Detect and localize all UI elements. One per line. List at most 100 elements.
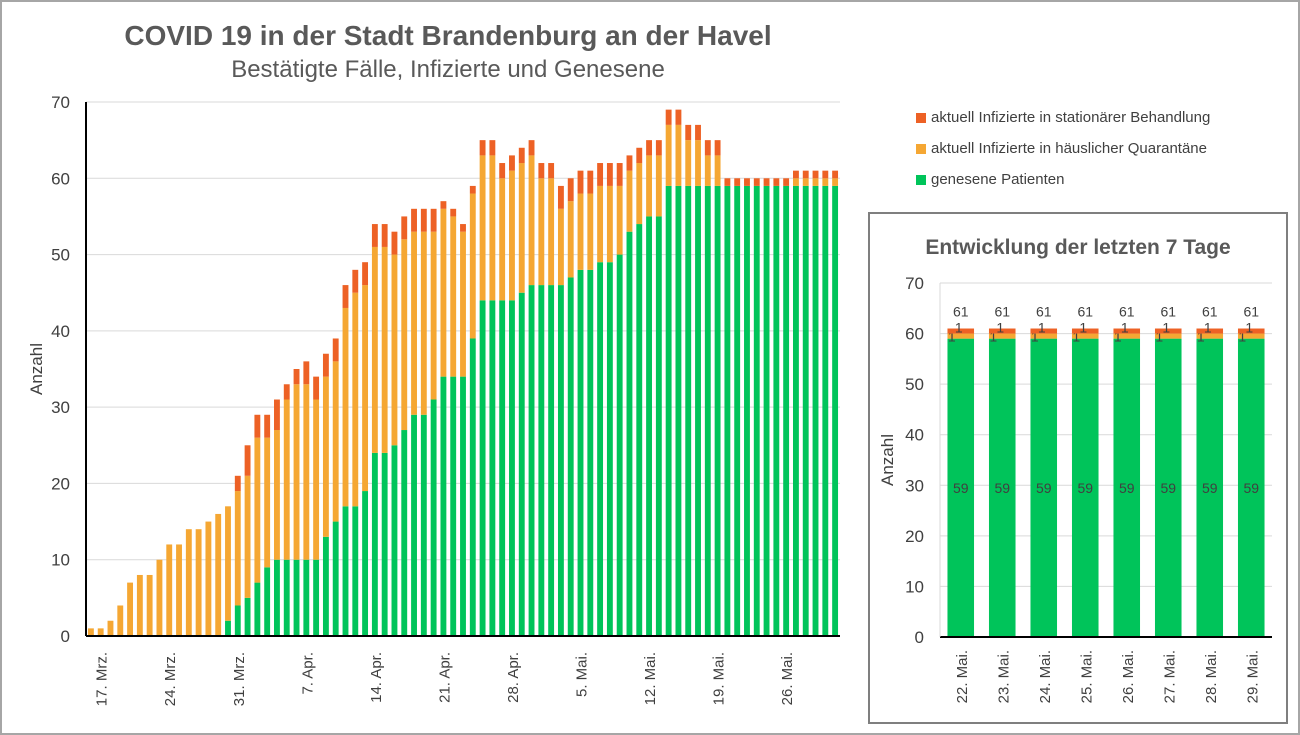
- bar-segment-quarantine: [322, 376, 329, 537]
- bar-segment-recovered: [225, 620, 231, 636]
- bar-segment-quarantine: [460, 231, 466, 377]
- bar-segment-quarantine: [215, 513, 222, 636]
- bar-segment-quarantine: [646, 155, 652, 217]
- bar-segment-quarantine: [450, 216, 457, 377]
- legend-item-quarantine: aktuell Infizierte in häuslicher Quarant…: [916, 133, 1210, 164]
- bar-segment-quarantine: [518, 163, 525, 293]
- bar-segment-quarantine: [313, 399, 320, 560]
- bar-segment-recovered: [420, 414, 427, 636]
- bar-segment-hospital: [313, 376, 320, 400]
- bar-segment-hospital: [626, 155, 633, 171]
- bar-segment-hospital: [655, 140, 662, 156]
- bar-segment-quarantine: [685, 140, 692, 186]
- bar-segment-hospital: [548, 163, 555, 179]
- bar-segment-quarantine: [440, 208, 447, 377]
- legend-swatch-hospital: [916, 112, 926, 123]
- x-tick-label: 14. Apr.: [368, 652, 385, 703]
- bar-segment-recovered: [411, 414, 417, 636]
- bar-segment-quarantine: [567, 201, 574, 278]
- bar-segment-hospital: [704, 140, 711, 156]
- y-tick-label: 0: [61, 627, 70, 646]
- bar-segment-recovered: [332, 521, 339, 636]
- bar-segment-hospital: [440, 201, 447, 209]
- bar-segment-hospital: [430, 208, 437, 232]
- bar-segment-recovered: [626, 231, 633, 636]
- bar-segment-recovered: [489, 300, 496, 636]
- main-chart-subtitle: Bestätigte Fälle, Infizierte und Genesen…: [231, 56, 665, 83]
- bar-segment-hospital: [371, 224, 378, 247]
- bar-segment-hospital: [587, 170, 594, 194]
- bar-segment-recovered: [234, 605, 241, 636]
- bar-segment-recovered: [342, 506, 349, 636]
- bar-segment-quarantine: [704, 155, 711, 186]
- bar-segment-recovered: [685, 185, 692, 636]
- bar-segment-hospital: [783, 178, 790, 186]
- x-tick-label: 17. Mrz.: [94, 652, 111, 706]
- bar-segment-recovered: [567, 277, 574, 636]
- x-tick-label: 31. Mrz.: [231, 652, 248, 706]
- y-tick-label: 10: [51, 551, 70, 570]
- bar-segment-quarantine: [87, 628, 94, 636]
- bar-segment-quarantine: [802, 178, 809, 186]
- bar-segment-recovered: [283, 559, 290, 636]
- y-tick-label: 50: [51, 246, 70, 265]
- bar-segment-quarantine: [166, 544, 173, 636]
- bar-segment-hospital: [695, 124, 701, 141]
- bar-segment-recovered: [724, 185, 731, 636]
- bar-segment-quarantine: [185, 529, 192, 636]
- bar-segment-quarantine: [293, 384, 300, 560]
- bar-segment-hospital: [744, 178, 750, 186]
- bar-segment-recovered: [734, 185, 741, 636]
- x-tick-label: 24. Mrz.: [162, 652, 179, 706]
- bar-segment-hospital: [401, 216, 408, 240]
- bar-segment-recovered: [303, 559, 310, 636]
- bar-segment-quarantine: [557, 208, 564, 286]
- bar-segment-hospital: [646, 140, 652, 156]
- bar-segment-recovered: [646, 216, 652, 636]
- bar-segment-quarantine: [587, 193, 594, 270]
- bar-segment-recovered: [313, 559, 320, 636]
- x-tick-label: 19. Mai.: [711, 652, 728, 705]
- bar-segment-recovered: [616, 254, 623, 637]
- bar-segment-quarantine: [225, 506, 231, 621]
- bar-segment-quarantine: [342, 307, 349, 507]
- bar-segment-hospital: [832, 170, 839, 179]
- bar-segment-quarantine: [234, 491, 241, 606]
- bar-segment-quarantine: [205, 521, 212, 636]
- bar-segment-hospital: [675, 109, 682, 125]
- bar-segment-quarantine: [381, 246, 388, 453]
- bar-segment-quarantine: [352, 292, 359, 507]
- bar-segment-hospital: [802, 170, 809, 179]
- bar-segment-recovered: [665, 185, 672, 636]
- bar-segment-hospital: [381, 224, 388, 247]
- x-tick-label: 5. Mai.: [574, 652, 591, 697]
- bar-segment-hospital: [254, 414, 261, 438]
- bar-segment-hospital: [362, 262, 369, 286]
- bar-segment-recovered: [704, 185, 711, 636]
- bar-segment-quarantine: [489, 155, 496, 301]
- x-tick-label: 28. Apr.: [505, 652, 522, 703]
- bar-segment-hospital: [714, 140, 721, 156]
- bar-segment-hospital: [567, 178, 574, 202]
- y-tick-label: 70: [51, 93, 70, 112]
- bar-segment-recovered: [792, 185, 799, 636]
- bar-segment-recovered: [753, 185, 760, 636]
- bar-segment-recovered: [597, 262, 604, 636]
- bar-segment-quarantine: [714, 155, 721, 186]
- bar-segment-recovered: [381, 452, 388, 636]
- bar-segment-hospital: [489, 140, 496, 156]
- bar-segment-quarantine: [411, 231, 417, 415]
- bar-segment-recovered: [509, 300, 515, 636]
- bar-segment-hospital: [293, 369, 300, 385]
- bar-segment-quarantine: [538, 178, 545, 286]
- bar-segment-quarantine: [420, 231, 427, 415]
- bar-segment-hospital: [665, 109, 672, 125]
- bar-segment-hospital: [822, 170, 829, 179]
- main-chart-title: COVID 19 in der Stadt Brandenburg an der…: [124, 20, 772, 51]
- bar-segment-quarantine: [195, 529, 202, 636]
- bar-segment-hospital: [509, 155, 515, 171]
- bar-segment-recovered: [744, 185, 750, 636]
- bar-segment-hospital: [352, 269, 359, 293]
